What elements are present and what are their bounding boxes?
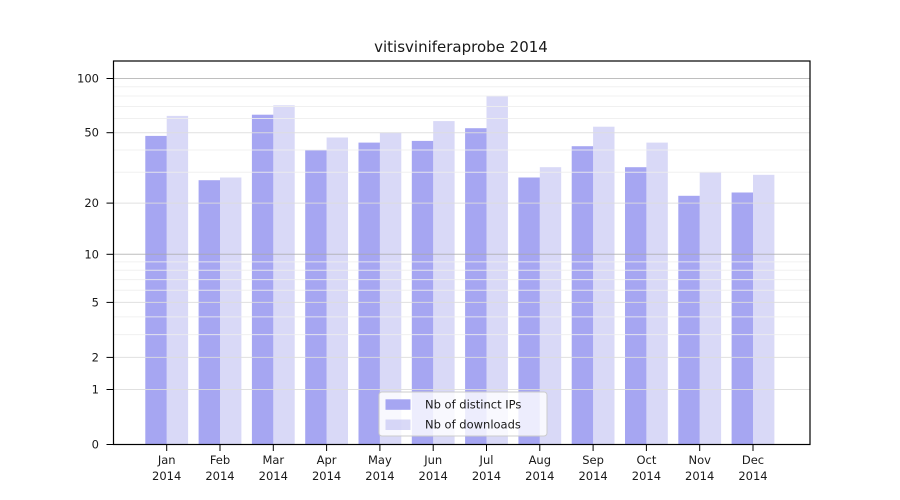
legend-swatch-nb-of-downloads bbox=[385, 419, 411, 430]
bar-aug-nb-of-distinct-ips bbox=[518, 177, 540, 445]
grid-layer bbox=[113, 78, 810, 390]
x-tick-year-label: 2014 bbox=[632, 469, 661, 483]
x-tick-month-label: Jan bbox=[157, 453, 176, 467]
x-tick-year-label: 2014 bbox=[312, 469, 341, 483]
y-tick-label: 10 bbox=[84, 247, 99, 261]
bar-dec-nb-of-distinct-ips bbox=[731, 192, 753, 445]
x-tick-month-label: Apr bbox=[317, 453, 337, 467]
bar-apr-nb-of-distinct-ips bbox=[305, 150, 327, 445]
bar-mar-nb-of-downloads bbox=[273, 105, 295, 445]
x-tick-month-label: Jul bbox=[479, 453, 494, 467]
bar-feb-nb-of-distinct-ips bbox=[198, 180, 220, 445]
legend-label-nb-of-downloads: Nb of downloads bbox=[425, 418, 521, 432]
bar-aug-nb-of-downloads bbox=[539, 167, 562, 445]
x-tick-year-label: 2014 bbox=[578, 469, 607, 483]
plot-border bbox=[112, 60, 811, 446]
bars-layer bbox=[145, 96, 775, 445]
bar-jun-nb-of-distinct-ips bbox=[411, 140, 434, 445]
x-tick-month-label: Sep bbox=[582, 453, 604, 467]
y-tick-label: 2 bbox=[92, 350, 99, 364]
bar-nov-nb-of-downloads bbox=[699, 172, 722, 445]
bar-oct-nb-of-distinct-ips bbox=[625, 167, 647, 445]
x-tick-month-label: Feb bbox=[210, 453, 230, 467]
bar-dec-nb-of-downloads bbox=[753, 174, 775, 445]
x-tick-year-label: 2014 bbox=[419, 469, 448, 483]
y-tick-label: 50 bbox=[84, 126, 99, 140]
x-tick-year-label: 2014 bbox=[365, 469, 394, 483]
bar-jul-nb-of-distinct-ips bbox=[465, 128, 487, 445]
x-tick-month-label: Dec bbox=[742, 453, 764, 467]
y-tick-label: 100 bbox=[77, 72, 99, 86]
legend-box bbox=[378, 391, 548, 437]
y-tick-label: 0 bbox=[92, 438, 99, 452]
y-tick-label: 5 bbox=[92, 295, 99, 309]
x-tick-year-label: 2014 bbox=[685, 469, 714, 483]
x-tick-month-label: Nov bbox=[688, 453, 711, 467]
x-tick-month-label: Aug bbox=[529, 453, 551, 467]
bar-nov-nb-of-distinct-ips bbox=[678, 195, 700, 445]
x-tick-year-label: 2014 bbox=[472, 469, 501, 483]
bar-jun-nb-of-downloads bbox=[433, 121, 455, 445]
bar-sep-nb-of-distinct-ips bbox=[571, 146, 594, 445]
bar-may-nb-of-downloads bbox=[379, 132, 402, 445]
x-tick-month-label: May bbox=[368, 453, 392, 467]
axes-layer: 0 1 2 5 10 20 50 100 Jan 2014 Feb 2014 Mar 2014 Apr 201… bbox=[77, 60, 811, 483]
x-tick-month-label: Jun bbox=[423, 453, 442, 467]
bar-oct-nb-of-downloads bbox=[646, 142, 668, 445]
legend-swatch-nb-of-distinct-ips bbox=[385, 399, 411, 410]
chart-title: vitisviniferaprobe 2014 bbox=[374, 38, 548, 56]
x-tick-year-label: 2014 bbox=[205, 469, 234, 483]
x-tick-year-label: 2014 bbox=[152, 469, 181, 483]
x-tick-year-label: 2014 bbox=[525, 469, 554, 483]
y-tick-label: 1 bbox=[92, 383, 99, 397]
y-tick-label: 20 bbox=[84, 196, 99, 210]
x-tick-year-label: 2014 bbox=[738, 469, 767, 483]
legend: Nb of distinct IPs Nb of downloads bbox=[378, 391, 548, 437]
x-tick-month-label: Mar bbox=[262, 453, 284, 467]
bar-may-nb-of-distinct-ips bbox=[358, 142, 380, 445]
bar-sep-nb-of-downloads bbox=[593, 126, 615, 445]
bar-jan-nb-of-downloads bbox=[166, 115, 189, 445]
x-tick-year-label: 2014 bbox=[259, 469, 288, 483]
bar-apr-nb-of-downloads bbox=[326, 137, 348, 445]
legend-label-nb-of-distinct-ips: Nb of distinct IPs bbox=[425, 398, 521, 412]
bar-feb-nb-of-downloads bbox=[220, 177, 242, 445]
x-tick-month-label: Oct bbox=[636, 453, 656, 467]
